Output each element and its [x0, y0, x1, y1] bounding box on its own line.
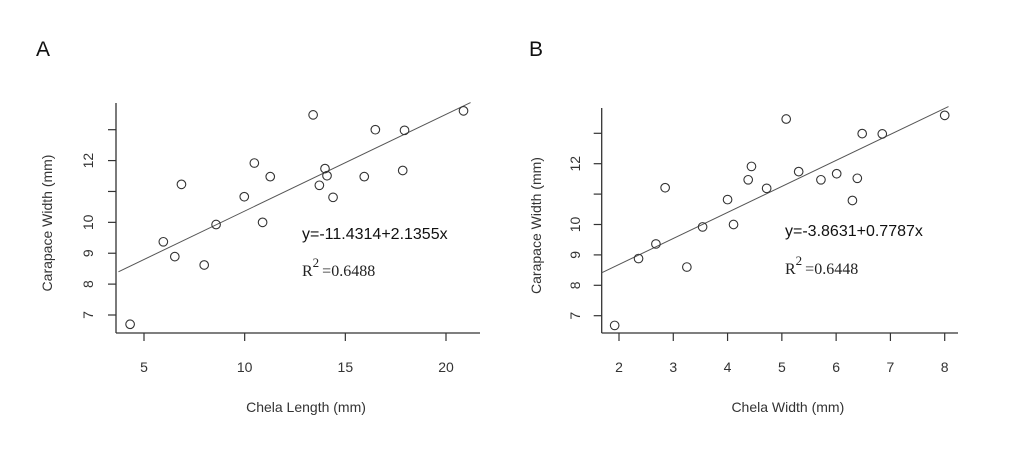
y-tick-label: 8 [80, 280, 96, 288]
regression-line [601, 106, 949, 274]
x-tick-label: 5 [140, 359, 148, 375]
data-point [199, 260, 210, 270]
data-point [682, 262, 692, 272]
data-point [397, 165, 408, 176]
r-squared-superscript: 2 [796, 253, 803, 268]
data-point [847, 195, 858, 206]
x-tick-label: 8 [941, 359, 949, 375]
r-squared-label: R2=0.6448 [785, 253, 858, 278]
panel-label: B [529, 38, 543, 61]
data-point [831, 168, 842, 179]
x-axis-title: Chela Length (mm) [246, 399, 366, 415]
data-point [793, 166, 804, 177]
data-point [169, 251, 180, 262]
y-axis-title: Carapace Width (mm) [528, 157, 544, 294]
data-point [609, 320, 620, 331]
data-point [458, 106, 469, 116]
data-point [370, 124, 381, 135]
data-point [359, 171, 370, 182]
r-squared-value: =0.6448 [805, 261, 858, 278]
y-tick-label: 9 [567, 251, 583, 259]
x-tick-label: 2 [615, 359, 623, 375]
panel-b: B 2 3 4 5 6 7 8 7 8 9 10 12 Chela Width (mm) Carapace … [528, 38, 958, 415]
y-tick-label: 7 [80, 311, 96, 319]
x-tick-label: 10 [237, 359, 253, 375]
data-point [743, 174, 754, 185]
r-squared-label: R2=0.6488 [302, 255, 375, 280]
x-axis-title: Chela Width (mm) [731, 399, 844, 415]
data-point [320, 163, 330, 174]
data-point [697, 222, 708, 232]
data-point [781, 114, 792, 124]
data-point [857, 128, 868, 139]
data-point [728, 219, 739, 230]
y-tick-label: 9 [80, 249, 96, 257]
regression-equation: y=-3.8631+0.7787x [785, 223, 923, 240]
y-tick-label: 8 [567, 281, 583, 289]
data-point [852, 173, 863, 184]
data-point [257, 217, 268, 228]
data-point [265, 171, 276, 182]
data-point [399, 125, 410, 136]
data-point [249, 158, 260, 168]
y-tick-label: 12 [80, 153, 96, 169]
y-axis-title: Carapace Width (mm) [39, 155, 55, 292]
x-tick-label: 4 [724, 359, 732, 375]
x-tick-label: 5 [778, 359, 786, 375]
r-symbol: R [302, 263, 313, 280]
x-tick-label: 20 [438, 359, 454, 375]
regression-equation: y=-11.4314+2.1355x [302, 226, 448, 243]
r-squared-value: =0.6488 [322, 263, 375, 280]
panel-label: A [36, 38, 50, 61]
y-tick-label: 7 [567, 312, 583, 320]
r-squared-superscript: 2 [313, 255, 320, 270]
data-point [816, 174, 826, 185]
data-point [328, 192, 338, 203]
y-tick-label: 10 [567, 217, 583, 233]
x-tick-label: 15 [338, 359, 354, 375]
x-tick-label: 7 [887, 359, 895, 375]
data-point [211, 219, 221, 230]
panel-a: A 5 10 15 20 7 8 9 10 12 Chela Length (mm) Carapace… [36, 38, 480, 415]
data-point [322, 170, 332, 181]
y-tick-label: 10 [80, 214, 96, 230]
data-point [939, 110, 950, 121]
data-point [660, 182, 670, 193]
data-point [158, 236, 169, 247]
regression-line [118, 102, 471, 273]
data-point [746, 161, 757, 172]
data-point [239, 191, 250, 202]
data-point [761, 183, 772, 194]
r-symbol: R [785, 261, 796, 278]
data-point [314, 180, 325, 191]
x-tick-label: 6 [832, 359, 840, 375]
data-point [308, 110, 318, 120]
y-tick-label: 12 [567, 156, 583, 172]
x-tick-label: 3 [669, 359, 677, 375]
data-point [633, 253, 644, 264]
data-point [877, 129, 888, 139]
data-point [722, 194, 733, 205]
data-point [176, 179, 187, 190]
data-point [651, 239, 661, 249]
data-point [125, 319, 135, 330]
